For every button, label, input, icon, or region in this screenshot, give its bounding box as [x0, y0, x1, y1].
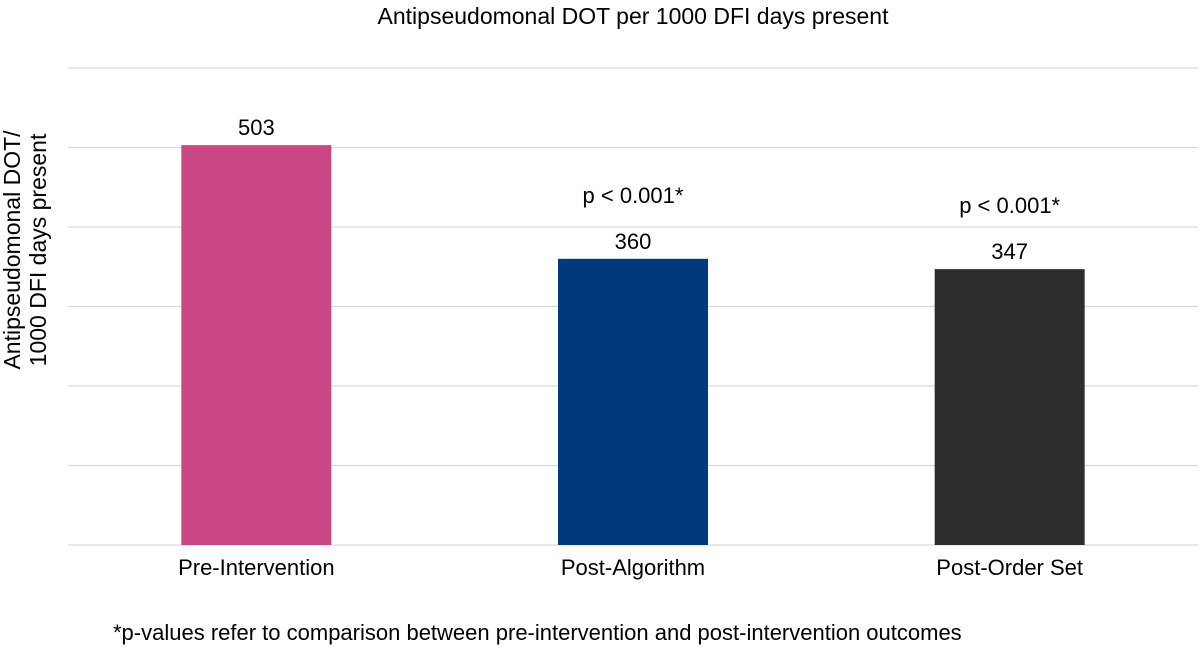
bars — [181, 145, 1085, 546]
y-axis-label-group: Antipseudomonal DOT/ 1000 DFI days prese… — [0, 130, 51, 370]
bar-value-label-2: 347 — [991, 239, 1028, 264]
bar-2 — [934, 269, 1085, 545]
bar-1 — [558, 258, 708, 545]
chart-title: Antipseudomonal DOT per 1000 DFI days pr… — [378, 3, 890, 29]
footnote: *p-values refer to comparison between pr… — [113, 620, 962, 645]
bar-0 — [181, 145, 332, 546]
bar-labels: 503 Pre-Intervention 360 p < 0.001* Post-Alg… — [178, 115, 1083, 580]
category-label-0: Pre-Intervention — [178, 555, 335, 580]
p-value-annotation-1: p < 0.001* — [583, 183, 684, 208]
y-axis-label-line-1: Antipseudomonal DOT/ — [0, 130, 25, 370]
p-value-annotation-2: p < 0.001* — [959, 193, 1060, 218]
category-label-1: Post-Algorithm — [561, 555, 705, 580]
bar-value-label-1: 360 — [615, 229, 652, 254]
bar-value-label-0: 503 — [238, 115, 275, 140]
y-axis-label-line-2: 1000 DFI days present — [25, 133, 51, 366]
category-label-2: Post-Order Set — [936, 555, 1083, 580]
